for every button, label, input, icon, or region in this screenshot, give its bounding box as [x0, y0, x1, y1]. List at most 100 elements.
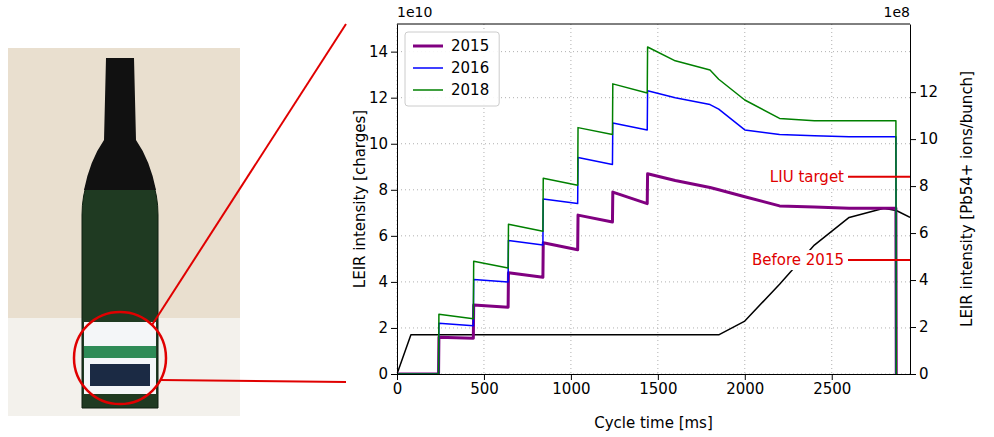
- tick-label: 10: [919, 130, 938, 148]
- tick-label: 14: [369, 43, 388, 61]
- tick: 0: [910, 365, 929, 383]
- y2-multiplier: 1e8: [884, 4, 910, 20]
- tick-mark: [391, 190, 397, 191]
- annotation-line: [848, 176, 910, 178]
- tick: 8: [910, 177, 929, 195]
- series-line: [397, 91, 896, 374]
- grid-line-x: [657, 24, 658, 374]
- tick-mark: [391, 236, 397, 237]
- tick-label: 1500: [639, 380, 677, 398]
- bottle-label: [84, 322, 156, 394]
- lines: [397, 47, 910, 374]
- tick-label: 0: [393, 380, 403, 398]
- legend-box: [405, 32, 499, 106]
- tick-mark: [391, 52, 397, 53]
- tick-label: 12: [919, 83, 938, 101]
- annotation-label: Before 2015: [752, 251, 844, 269]
- tick-label: 8: [378, 181, 388, 199]
- grid-line-y: [397, 143, 910, 144]
- tick: 10: [910, 130, 938, 148]
- legend-swatch: [413, 67, 443, 69]
- tick: 12: [369, 89, 397, 107]
- grid-line-x: [397, 24, 398, 374]
- legend-label: 2016: [451, 59, 489, 77]
- annotations: LIU target Before 2015: [749, 167, 910, 270]
- tick-label: 4: [378, 273, 388, 291]
- tick: 4: [910, 271, 929, 289]
- grid-line-y: [397, 189, 910, 190]
- grid-line-x: [831, 24, 832, 374]
- series-line: [397, 47, 896, 374]
- tick-mark: [391, 144, 397, 145]
- highlight-circle: [74, 312, 166, 404]
- tick-label: 10: [369, 135, 388, 153]
- y-multiplier: 1e10: [397, 4, 432, 20]
- annotation-background: [749, 250, 847, 270]
- chart-svg: 0 500 1000 1500 2000 2500 0 2 4 6 8 10 12 14 0 2 4 6 8 10 12…: [0, 0, 994, 437]
- tick-label: 2500: [813, 380, 851, 398]
- photo-background: [8, 48, 240, 416]
- bottle-label-band: [90, 364, 150, 386]
- tick-mark: [910, 139, 916, 140]
- tick-mark: [910, 374, 916, 375]
- x-axis-title: Cycle time [ms]: [594, 414, 713, 432]
- y2-axis-line: [910, 25, 911, 375]
- tick: 0: [378, 365, 397, 383]
- series-line: [397, 174, 896, 374]
- tick: 2000: [726, 374, 764, 398]
- tick-label: 0: [919, 365, 929, 383]
- tick-mark: [391, 98, 397, 99]
- tick: 2: [910, 318, 929, 336]
- tick-label: 2000: [726, 380, 764, 398]
- legend-swatch: [413, 45, 443, 48]
- y-axis-title: LEIR intensity [charges]: [351, 110, 369, 288]
- tick-label: 0: [378, 365, 388, 383]
- tick-label: 12: [369, 89, 388, 107]
- tick: 8: [378, 181, 397, 199]
- tick: 0: [393, 374, 403, 398]
- annotation-line: [848, 259, 910, 261]
- photo: [8, 24, 346, 416]
- tick-label: 500: [470, 380, 499, 398]
- x-axis-line: [398, 374, 911, 375]
- tick: 500: [470, 374, 499, 398]
- tick: 2500: [813, 374, 851, 398]
- zoom-line: [152, 24, 346, 325]
- tick: 14: [369, 43, 397, 61]
- tick-mark: [910, 186, 916, 187]
- annotation-label: LIU target: [770, 168, 844, 186]
- tick: 6: [378, 227, 397, 245]
- tick-label: 2: [919, 318, 929, 336]
- legend-label: 2018: [451, 81, 489, 99]
- bottle-foil: [84, 58, 156, 190]
- y-axis: 0 2 4 6 8 10 12 14: [369, 25, 398, 384]
- x-axis: 0 500 1000 1500 2000 2500: [393, 374, 911, 398]
- tick-label: 8: [919, 177, 929, 195]
- tick: 6: [910, 224, 929, 242]
- tick-mark: [391, 328, 397, 329]
- tick-mark: [910, 233, 916, 234]
- legend-label: 2015: [451, 37, 489, 55]
- y2-axis: 0 2 4 6 8 10 12: [910, 25, 938, 384]
- tick-label: 6: [378, 227, 388, 245]
- tick-mark: [910, 92, 916, 93]
- bottle-label-band: [84, 346, 156, 358]
- zoom-line: [160, 380, 346, 382]
- y2-axis-title: LEIR intensity [Pb54+ ions/bunch]: [958, 71, 976, 327]
- grid-line-y: [397, 235, 910, 236]
- grid-line-y: [397, 374, 910, 375]
- grid-line-x: [570, 24, 571, 374]
- tick-label: 4: [919, 271, 929, 289]
- tick-label: 2: [378, 319, 388, 337]
- tick-mark: [391, 282, 397, 283]
- tick-mark: [910, 280, 916, 281]
- tick: 1000: [552, 374, 590, 398]
- legend-swatch: [413, 89, 443, 91]
- tick: 2: [378, 319, 397, 337]
- tick: 12: [910, 83, 938, 101]
- plot-frame-top: [397, 24, 910, 25]
- grid: [397, 24, 910, 374]
- tick-label: 1000: [552, 380, 590, 398]
- y-axis-line: [397, 25, 398, 375]
- legend: 2015 2016 2018: [405, 32, 499, 106]
